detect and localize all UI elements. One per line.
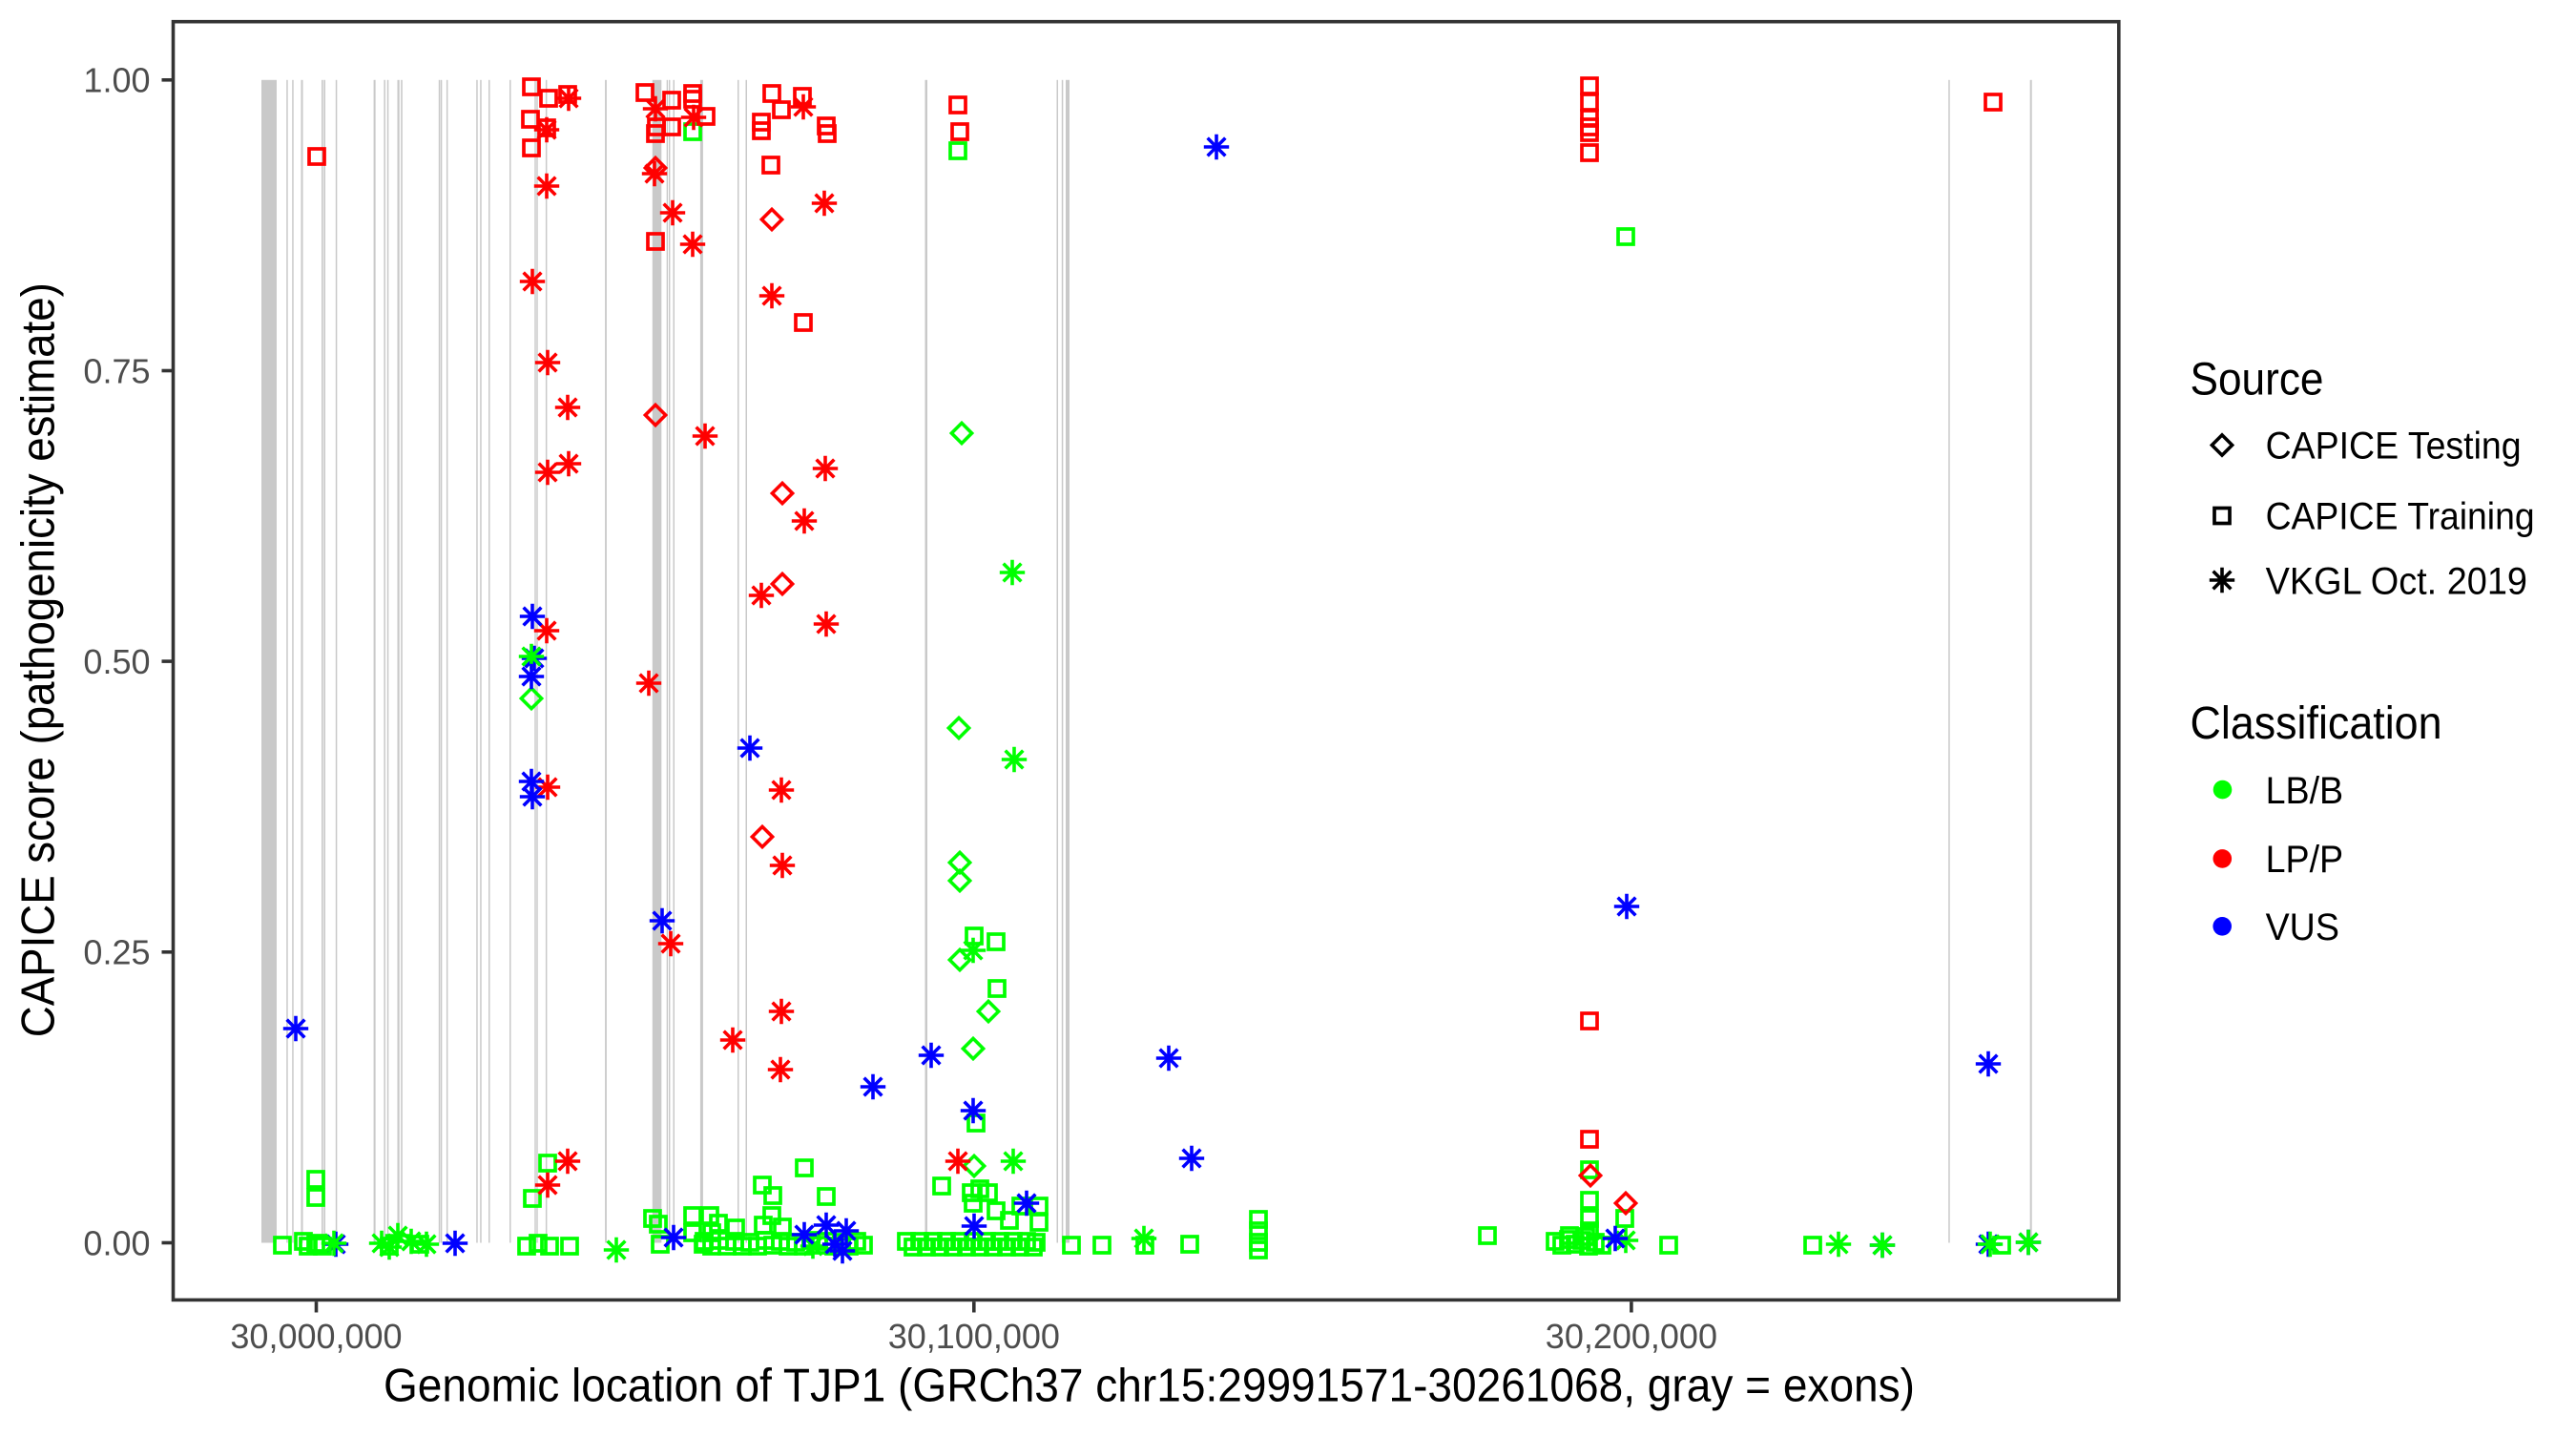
svg-text:0.50: 0.50 [83,642,150,681]
svg-text:0.00: 0.00 [83,1223,150,1262]
svg-text:CAPICE score (pathogenicity es: CAPICE score (pathogenicity estimate) [13,282,65,1037]
svg-text:1.00: 1.00 [83,61,150,100]
svg-text:0.75: 0.75 [83,351,150,390]
svg-text:0.25: 0.25 [83,933,150,972]
svg-text:30,000,000: 30,000,000 [230,1317,402,1356]
svg-text:Classification: Classification [2191,698,2442,749]
svg-text:CAPICE Training: CAPICE Training [2266,496,2535,538]
svg-text:CAPICE Testing: CAPICE Testing [2266,426,2522,468]
svg-text:30,100,000: 30,100,000 [888,1317,1060,1356]
svg-text:Source: Source [2191,355,2324,406]
svg-text:30,200,000: 30,200,000 [1546,1317,1717,1356]
svg-text:VUS: VUS [2266,906,2339,948]
svg-text:Genomic location of TJP1 (GRCh: Genomic location of TJP1 (GRCh37 chr15:2… [384,1360,1915,1411]
svg-text:LB/B: LB/B [2266,770,2344,812]
svg-text:LP/P: LP/P [2266,839,2344,881]
svg-text:VKGL Oct. 2019: VKGL Oct. 2019 [2266,561,2527,603]
